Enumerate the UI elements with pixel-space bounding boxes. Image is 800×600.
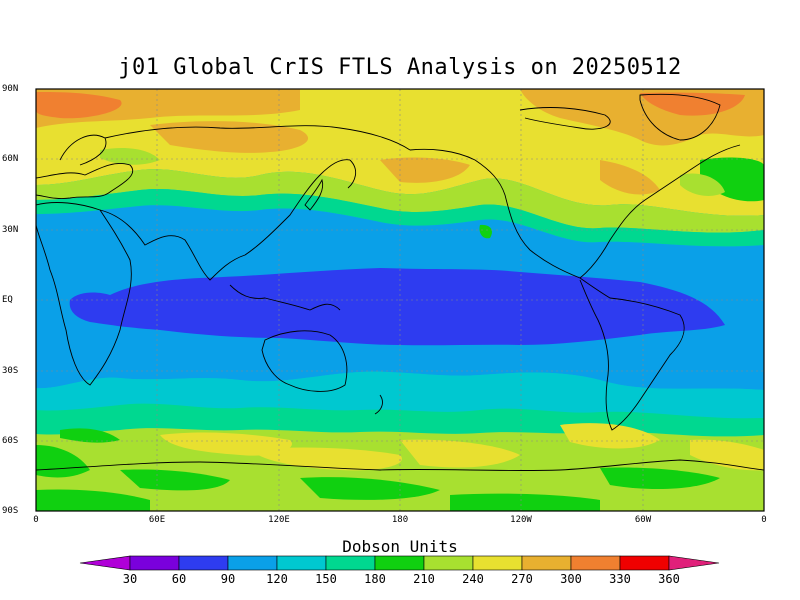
colorbar-segment [129, 555, 180, 571]
colorbar-segment [619, 555, 670, 571]
colorbar-tick-label: 60 [171, 572, 187, 586]
lon-label-120w: 120W [510, 515, 532, 525]
colorbar-tick-label: 240 [462, 572, 484, 586]
colorbar-segment [178, 555, 229, 571]
colorbar-tick-label: 90 [220, 572, 236, 586]
colorbar-segment [521, 555, 572, 571]
colorbar-tick-label: 120 [266, 572, 288, 586]
colorbar-tick-label: 330 [609, 572, 631, 586]
colorbar-tick-label: 360 [658, 572, 680, 586]
colorbar-segment [374, 555, 425, 571]
colorbar-tick-label: 150 [315, 572, 337, 586]
colorbar-tick-label: 270 [511, 572, 533, 586]
colorbar-segment [472, 555, 523, 571]
colorbar-arrow-low [79, 555, 131, 571]
lat-label-60n: 60N [2, 154, 19, 164]
colorbar-tick-label: 180 [364, 572, 386, 586]
lat-label-90s: 90S [2, 506, 19, 516]
colorbar-title: Dobson Units [342, 537, 458, 556]
lon-label-60e: 60E [148, 515, 166, 525]
colorbar-arrow-high [668, 555, 720, 571]
band-north-green [36, 188, 764, 247]
lat-label-eq: EQ [2, 295, 13, 305]
lat-label-60s: 60S [2, 436, 19, 446]
band-equatorial-dark [69, 268, 725, 346]
coastlines [36, 93, 764, 472]
colorbar-segment [570, 555, 621, 571]
lon-label-60w: 60W [634, 515, 652, 525]
lat-label-30n: 30N [2, 225, 19, 235]
colorbar-segment [276, 555, 327, 571]
colorbar-tick-label: 30 [122, 572, 138, 586]
graticule [36, 89, 764, 511]
colorbar-tick-label: 210 [413, 572, 435, 586]
lat-label-90n: 90N [2, 84, 19, 94]
lon-label-180: 180 [391, 515, 409, 525]
map-frame [35, 88, 765, 512]
lon-label-0-east: 0 [761, 515, 767, 525]
lon-label-0: 0 [33, 515, 39, 525]
lon-label-120e: 120E [268, 515, 290, 525]
colorbar-tick-label: 300 [560, 572, 582, 586]
colorbar [79, 555, 720, 571]
colorbar-segment [227, 555, 278, 571]
lat-label-30s: 30S [2, 366, 19, 376]
colorbar-segment [423, 555, 474, 571]
colorbar-segment [325, 555, 376, 571]
map-title: j01 Global CrIS FTLS Analysis on 2025051… [118, 55, 682, 80]
